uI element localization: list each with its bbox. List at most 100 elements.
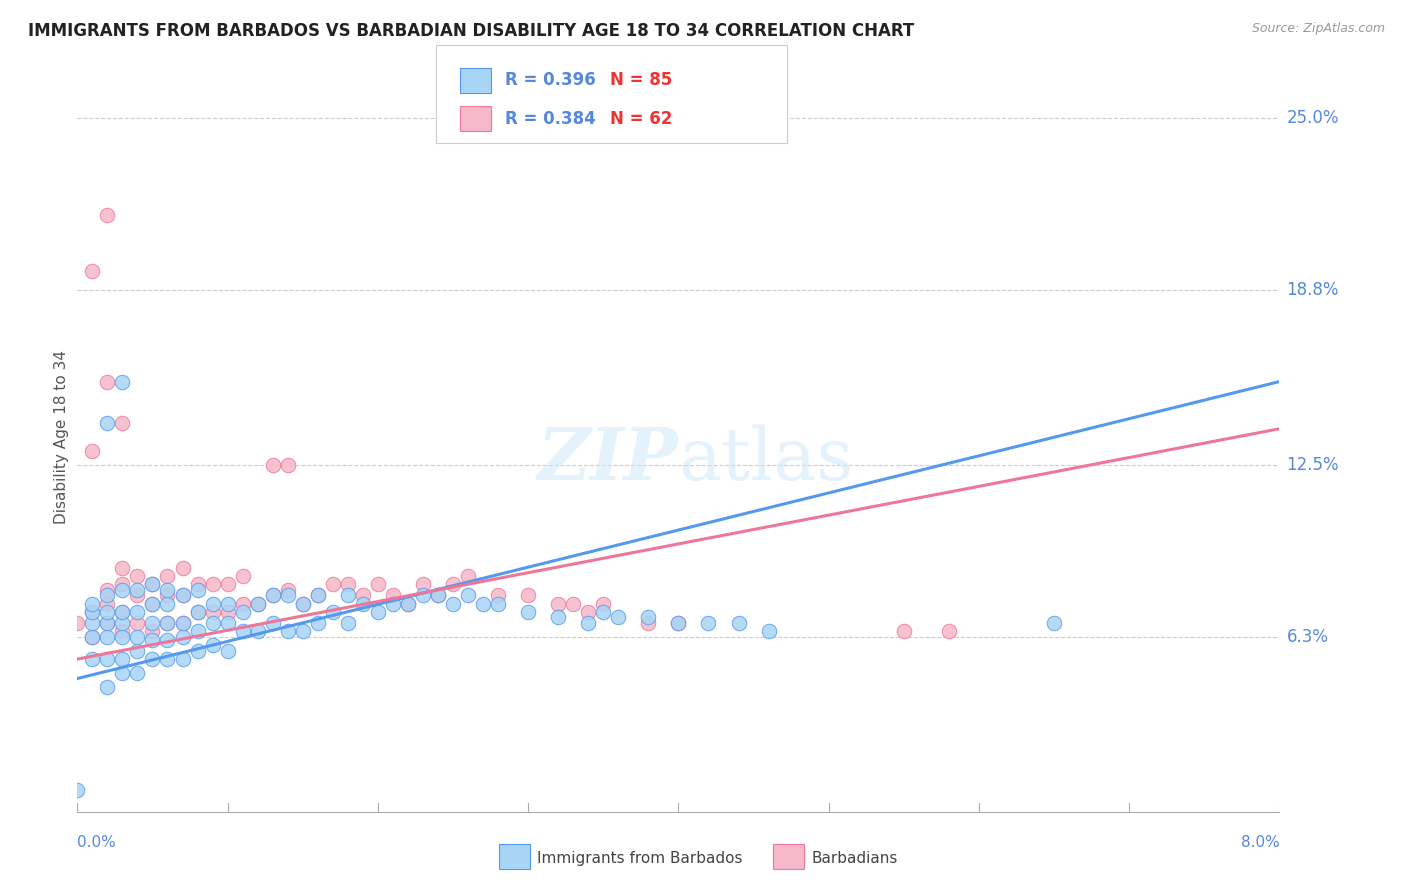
Point <box>156 632 179 647</box>
Point <box>547 610 569 624</box>
Point <box>381 597 404 611</box>
Point <box>127 615 149 630</box>
Text: Immigrants from Barbados: Immigrants from Barbados <box>537 851 742 865</box>
Point <box>141 632 163 647</box>
Point <box>111 605 134 619</box>
Point <box>307 588 329 602</box>
Point <box>576 615 599 630</box>
Text: 25.0%: 25.0% <box>1286 109 1339 127</box>
Point <box>156 588 179 602</box>
Point <box>111 605 134 619</box>
Point <box>291 597 314 611</box>
Point <box>381 588 404 602</box>
Point <box>111 652 134 666</box>
Point <box>217 597 239 611</box>
Point <box>201 615 224 630</box>
Point <box>141 577 163 591</box>
Point <box>111 630 134 644</box>
Point <box>427 588 450 602</box>
Point <box>727 615 749 630</box>
Point <box>307 615 329 630</box>
Point <box>592 605 614 619</box>
Point <box>232 605 254 619</box>
Point <box>96 582 118 597</box>
Text: IMMIGRANTS FROM BARBADOS VS BARBADIAN DISABILITY AGE 18 TO 34 CORRELATION CHART: IMMIGRANTS FROM BARBADOS VS BARBADIAN DI… <box>28 22 914 40</box>
Point <box>96 680 118 694</box>
Point <box>111 624 134 639</box>
Point <box>668 615 690 630</box>
Point <box>607 610 630 624</box>
Point <box>186 624 209 639</box>
Point <box>246 597 269 611</box>
Point <box>186 582 209 597</box>
Point <box>172 615 194 630</box>
Point <box>217 605 239 619</box>
Point <box>277 458 299 472</box>
Point <box>697 615 720 630</box>
Point <box>262 588 284 602</box>
Point <box>277 588 299 602</box>
Text: ZIP: ZIP <box>537 424 679 495</box>
Point <box>172 560 194 574</box>
Point <box>172 588 194 602</box>
Point <box>547 597 569 611</box>
Point <box>291 624 314 639</box>
Point <box>141 597 163 611</box>
Point <box>668 615 690 630</box>
Point <box>232 624 254 639</box>
Point <box>893 624 915 639</box>
Point <box>201 638 224 652</box>
Point <box>111 665 134 680</box>
Point <box>127 588 149 602</box>
Point <box>156 597 179 611</box>
Point <box>232 597 254 611</box>
Point <box>517 588 540 602</box>
Point <box>562 597 585 611</box>
Point <box>66 782 89 797</box>
Point <box>111 375 134 389</box>
Text: N = 85: N = 85 <box>610 71 672 89</box>
Text: Source: ZipAtlas.com: Source: ZipAtlas.com <box>1251 22 1385 36</box>
Point <box>336 577 359 591</box>
Point <box>307 588 329 602</box>
Point <box>592 597 614 611</box>
Point <box>336 615 359 630</box>
Point <box>156 582 179 597</box>
Point <box>277 582 299 597</box>
Point <box>82 615 104 630</box>
Point <box>217 644 239 658</box>
Point <box>127 582 149 597</box>
Text: 0.0%: 0.0% <box>77 836 117 850</box>
Point <box>141 597 163 611</box>
Point <box>96 615 118 630</box>
Point <box>172 630 194 644</box>
Point <box>127 569 149 583</box>
Point <box>141 624 163 639</box>
Text: 8.0%: 8.0% <box>1240 836 1279 850</box>
Point <box>938 624 960 639</box>
Point <box>172 652 194 666</box>
Point <box>262 458 284 472</box>
Point <box>427 588 450 602</box>
Point <box>217 615 239 630</box>
Point <box>352 597 374 611</box>
Point <box>82 597 104 611</box>
Point <box>201 577 224 591</box>
Point <box>576 605 599 619</box>
Point <box>127 644 149 658</box>
Point <box>262 588 284 602</box>
Point <box>758 624 780 639</box>
Point <box>82 605 104 619</box>
Point <box>111 560 134 574</box>
Point <box>96 588 118 602</box>
Point <box>246 597 269 611</box>
Point <box>141 652 163 666</box>
Point <box>472 597 495 611</box>
Point <box>172 615 194 630</box>
Point <box>637 615 659 630</box>
Text: R = 0.384: R = 0.384 <box>505 110 596 128</box>
Point <box>96 416 118 430</box>
Point <box>82 444 104 458</box>
Point <box>367 605 389 619</box>
Point <box>186 605 209 619</box>
